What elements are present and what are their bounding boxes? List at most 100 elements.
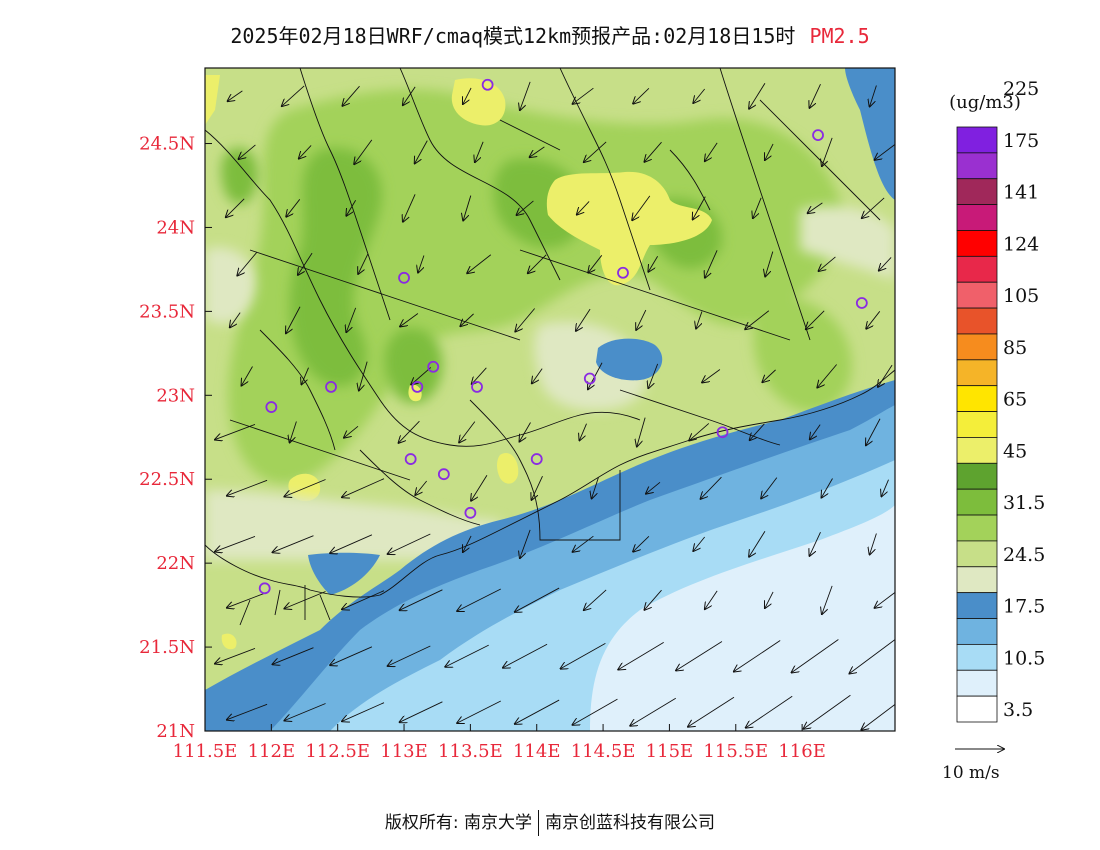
station-marker: [427, 360, 440, 373]
legend-swatch: [956, 230, 998, 257]
wind-arrow: [849, 639, 895, 673]
wind-arrow: [676, 641, 723, 670]
lat-tick-label: 21.5N: [139, 637, 195, 658]
wind-arrow: [286, 199, 301, 216]
wind-arrow: [215, 648, 256, 663]
legend-swatch: [956, 126, 998, 154]
wind-arrow: [762, 369, 776, 382]
station-marker: [812, 129, 824, 142]
wind-arrow: [227, 479, 268, 495]
wind-arrow: [286, 306, 301, 333]
field-sea-band-4: [590, 505, 895, 731]
legend-swatch: [956, 411, 998, 438]
legend-swatch: [956, 566, 998, 594]
wind-arrow: [517, 200, 534, 215]
wind-arrow: [753, 197, 762, 218]
wind-arrow: [579, 423, 587, 441]
wind-reference: 10 m/s: [942, 749, 1004, 783]
wind-arrow: [400, 589, 443, 610]
wind-arrow: [403, 194, 416, 221]
lat-tick-label: 22N: [156, 553, 195, 574]
wind-arrow: [573, 698, 618, 725]
legend-swatch: [956, 204, 998, 231]
legend-label: 17.5: [1003, 596, 1045, 618]
wind-arrow: [765, 251, 774, 277]
wind-arrow: [284, 703, 326, 720]
lon-tick-label: 116E: [778, 741, 826, 762]
wind-arrow: [460, 313, 474, 326]
wind-arrow: [227, 591, 268, 607]
legend-swatch: [956, 178, 998, 206]
wind-arrow: [701, 476, 722, 499]
wind-arrow: [463, 195, 472, 221]
wind-arrow: [388, 533, 431, 554]
wind-arrow: [467, 254, 492, 273]
wind-arrow: [284, 479, 326, 496]
wind-arrow: [346, 200, 357, 215]
title-variable: PM2.5: [809, 24, 870, 48]
legend-swatch: [956, 618, 998, 645]
wind-arrow: [298, 252, 313, 275]
wind-arrow: [689, 423, 710, 440]
footer-separator: [538, 810, 540, 836]
wind-arrow: [693, 196, 706, 220]
wind-arrow: [761, 477, 778, 499]
legend-swatch: [956, 437, 998, 464]
wind-arrow: [342, 702, 385, 722]
legend-swatch: [956, 643, 998, 671]
wind-arrow: [344, 425, 359, 437]
wind-arrow: [693, 88, 706, 103]
lon-tick-label: 112.5E: [305, 741, 370, 762]
wind-arrow: [532, 368, 543, 384]
legend-swatch: [956, 385, 998, 412]
station-marker: [464, 506, 477, 519]
field-green-dark: [221, 147, 722, 404]
wind-arrow: [861, 703, 895, 730]
wind-arrow: [879, 257, 892, 270]
wind-arrow: [459, 421, 476, 443]
wind-arrow: [749, 83, 766, 108]
wind-arrow: [810, 532, 821, 556]
legend-label: 3.5: [1003, 699, 1033, 721]
legend-swatch: [956, 281, 998, 309]
legend-swatch: [956, 695, 998, 723]
wind-arrow: [299, 145, 312, 158]
wind-arrow: [520, 529, 531, 558]
wind-arrow: [475, 141, 484, 162]
lon-tick-label: 114E: [513, 741, 561, 762]
wind-arrow: [573, 87, 594, 104]
wind-arrow: [822, 137, 833, 166]
wind-arrow: [749, 531, 766, 556]
wind-arrow: [806, 310, 825, 329]
lon-tick-label: 112E: [248, 741, 296, 762]
station-marker: [411, 381, 424, 393]
legend-swatch: [956, 669, 998, 697]
wind-arrow: [528, 254, 547, 273]
wind-arrow: [415, 480, 428, 495]
wind-arrow: [215, 424, 256, 439]
station-marker: [855, 297, 868, 309]
lon-tick-label: 115E: [646, 741, 694, 762]
wind-arrow: [520, 81, 531, 110]
wind-arrow: [644, 589, 662, 610]
wind-arrow: [228, 90, 243, 101]
map-frame: [204, 67, 896, 732]
legend-swatch: [956, 514, 998, 542]
wind-arrow: [330, 534, 373, 553]
wind-arrow: [273, 535, 314, 553]
wind-arrow: [284, 591, 326, 608]
footer: 版权所有: 南京大学 南京创蓝科技有限公司: [0, 808, 1100, 836]
wind-arrow: [696, 311, 703, 328]
legend-swatch: [956, 359, 998, 387]
wind-arrow: [819, 256, 836, 271]
footer-company: 南京创蓝科技有限公司: [545, 813, 716, 833]
wind-arrow: [750, 423, 765, 440]
legend-label: 141: [1003, 182, 1039, 204]
station-marker: [265, 401, 278, 413]
legend-swatch: [956, 462, 998, 490]
wind-arrow: [515, 308, 535, 332]
wind-arrow: [870, 533, 877, 555]
wind-arrow: [403, 86, 416, 105]
station-marker: [437, 468, 450, 481]
wind-arrow: [592, 477, 599, 499]
